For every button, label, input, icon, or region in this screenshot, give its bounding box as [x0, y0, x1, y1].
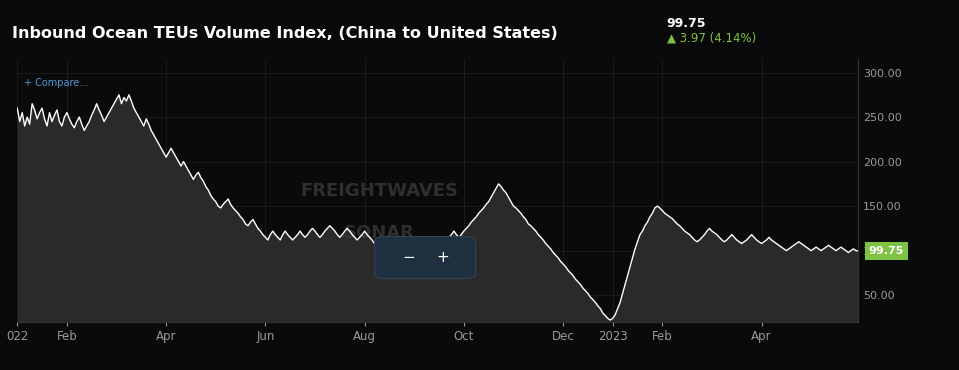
Text: Inbound Ocean TEUs Volume Index, (China to United States): Inbound Ocean TEUs Volume Index, (China … [12, 26, 557, 41]
Text: FREIGHTWAVES: FREIGHTWAVES [300, 182, 457, 199]
Text: ▲ 3.97 (4.14%): ▲ 3.97 (4.14%) [667, 31, 756, 44]
FancyBboxPatch shape [375, 236, 476, 279]
Text: 99.75: 99.75 [667, 17, 706, 30]
Text: 99.75: 99.75 [869, 246, 903, 256]
Text: SONAR: SONAR [343, 223, 414, 242]
Text: + Compare...: + Compare... [24, 78, 88, 88]
Text: +: + [436, 250, 449, 265]
Text: −: − [403, 250, 415, 265]
